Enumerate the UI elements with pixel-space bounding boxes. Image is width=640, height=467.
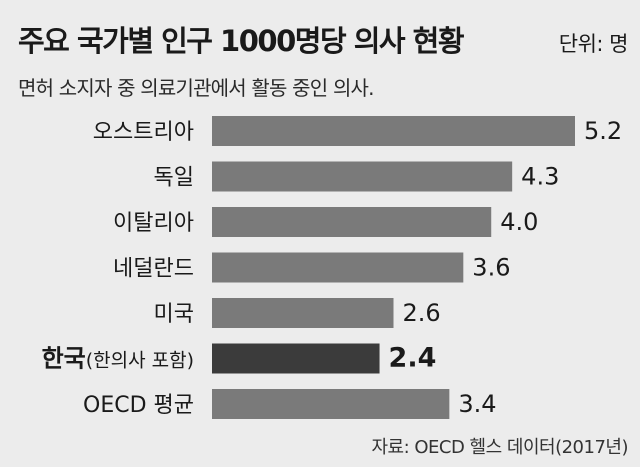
bar	[212, 116, 575, 146]
category-label: OECD 평균	[83, 393, 194, 418]
source-note: 자료: OECD 헬스 데이터(2017년)	[371, 437, 628, 458]
category-label: 독일	[154, 166, 194, 191]
data-label: 2.4	[389, 343, 437, 374]
bar	[212, 252, 464, 283]
bar	[212, 161, 513, 192]
bar	[212, 207, 492, 237]
chart-title: 주요 국가별 인구 1000명당 의사 현황	[18, 24, 465, 58]
chart-header: 주요 국가별 인구 1000명당 의사 현황 단위: 명	[18, 14, 629, 60]
category-label: 네덜란드	[113, 257, 194, 282]
category-label: 미국	[154, 302, 194, 327]
category-label: 오스트리아	[93, 120, 194, 145]
data-label: 3.4	[458, 390, 496, 418]
bar	[212, 343, 380, 374]
data-label: 3.6	[472, 254, 510, 282]
data-label: 5.2	[584, 117, 622, 145]
data-label: 4.0	[500, 208, 538, 236]
bar	[212, 389, 450, 419]
category-label: 한국(한의사 포함)	[42, 345, 194, 373]
data-label: 4.3	[521, 163, 559, 191]
category-label: 이탈리아	[113, 211, 194, 236]
chart-subtitle: 면허 소지자 중 의료기관에서 활동 중인 의사.	[18, 76, 375, 100]
data-label: 2.6	[403, 299, 441, 327]
bar	[212, 298, 394, 328]
unit-label: 단위: 명	[558, 32, 629, 56]
